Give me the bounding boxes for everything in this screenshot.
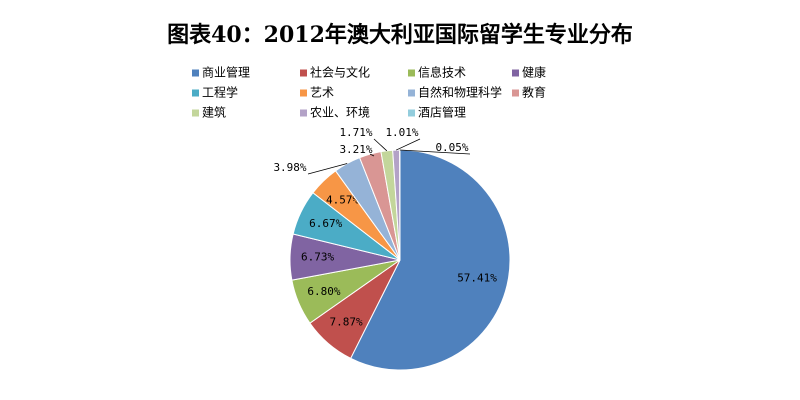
leader-line — [373, 138, 388, 152]
legend-label: 商业管理 — [202, 65, 250, 80]
legend-swatch — [192, 109, 199, 117]
data-label: 7.87% — [330, 315, 363, 328]
leader-line — [307, 163, 348, 175]
leader-line — [395, 138, 421, 151]
data-label: 4.57% — [326, 194, 359, 207]
legend-label: 教育 — [522, 85, 546, 100]
legend-swatch — [512, 89, 519, 97]
legend-label: 建筑 — [202, 105, 226, 120]
leader-line — [369, 153, 375, 157]
data-label: 3.98% — [273, 161, 306, 174]
chart-title: 图表40：2012年澳大利亚国际留学生专业分布 — [167, 22, 633, 48]
legend-label: 工程学 — [202, 85, 238, 100]
data-label: 1.01% — [385, 126, 418, 139]
legend-label: 艺术 — [310, 86, 334, 100]
legend-swatch — [408, 69, 415, 77]
legend-swatch — [300, 89, 307, 97]
data-label: 6.73% — [301, 251, 334, 264]
legend-label: 酒店管理 — [418, 105, 466, 120]
data-label: 6.67% — [309, 217, 342, 230]
legend-label: 自然和物理科学 — [418, 85, 502, 100]
data-label: 57.41% — [457, 271, 497, 284]
leader-line — [399, 149, 471, 155]
legend-swatch — [300, 109, 307, 117]
legend-swatch — [300, 69, 307, 77]
legend-label: 信息技术 — [418, 65, 466, 80]
pie-slice — [349, 149, 511, 371]
legend-label: 农业、环境 — [310, 105, 370, 120]
legend-swatch — [512, 69, 519, 77]
legend-label: 社会与文化 — [310, 65, 370, 80]
legend-label: 健康 — [522, 65, 546, 80]
data-label: 6.80% — [307, 285, 340, 298]
legend-swatch — [192, 69, 199, 77]
data-label: 1.71% — [339, 126, 372, 139]
legend-swatch — [408, 109, 415, 117]
legend-swatch — [408, 89, 415, 97]
legend-swatch — [192, 89, 199, 97]
data-label: 3.21% — [339, 143, 372, 156]
data-label: 0.05% — [435, 141, 468, 154]
